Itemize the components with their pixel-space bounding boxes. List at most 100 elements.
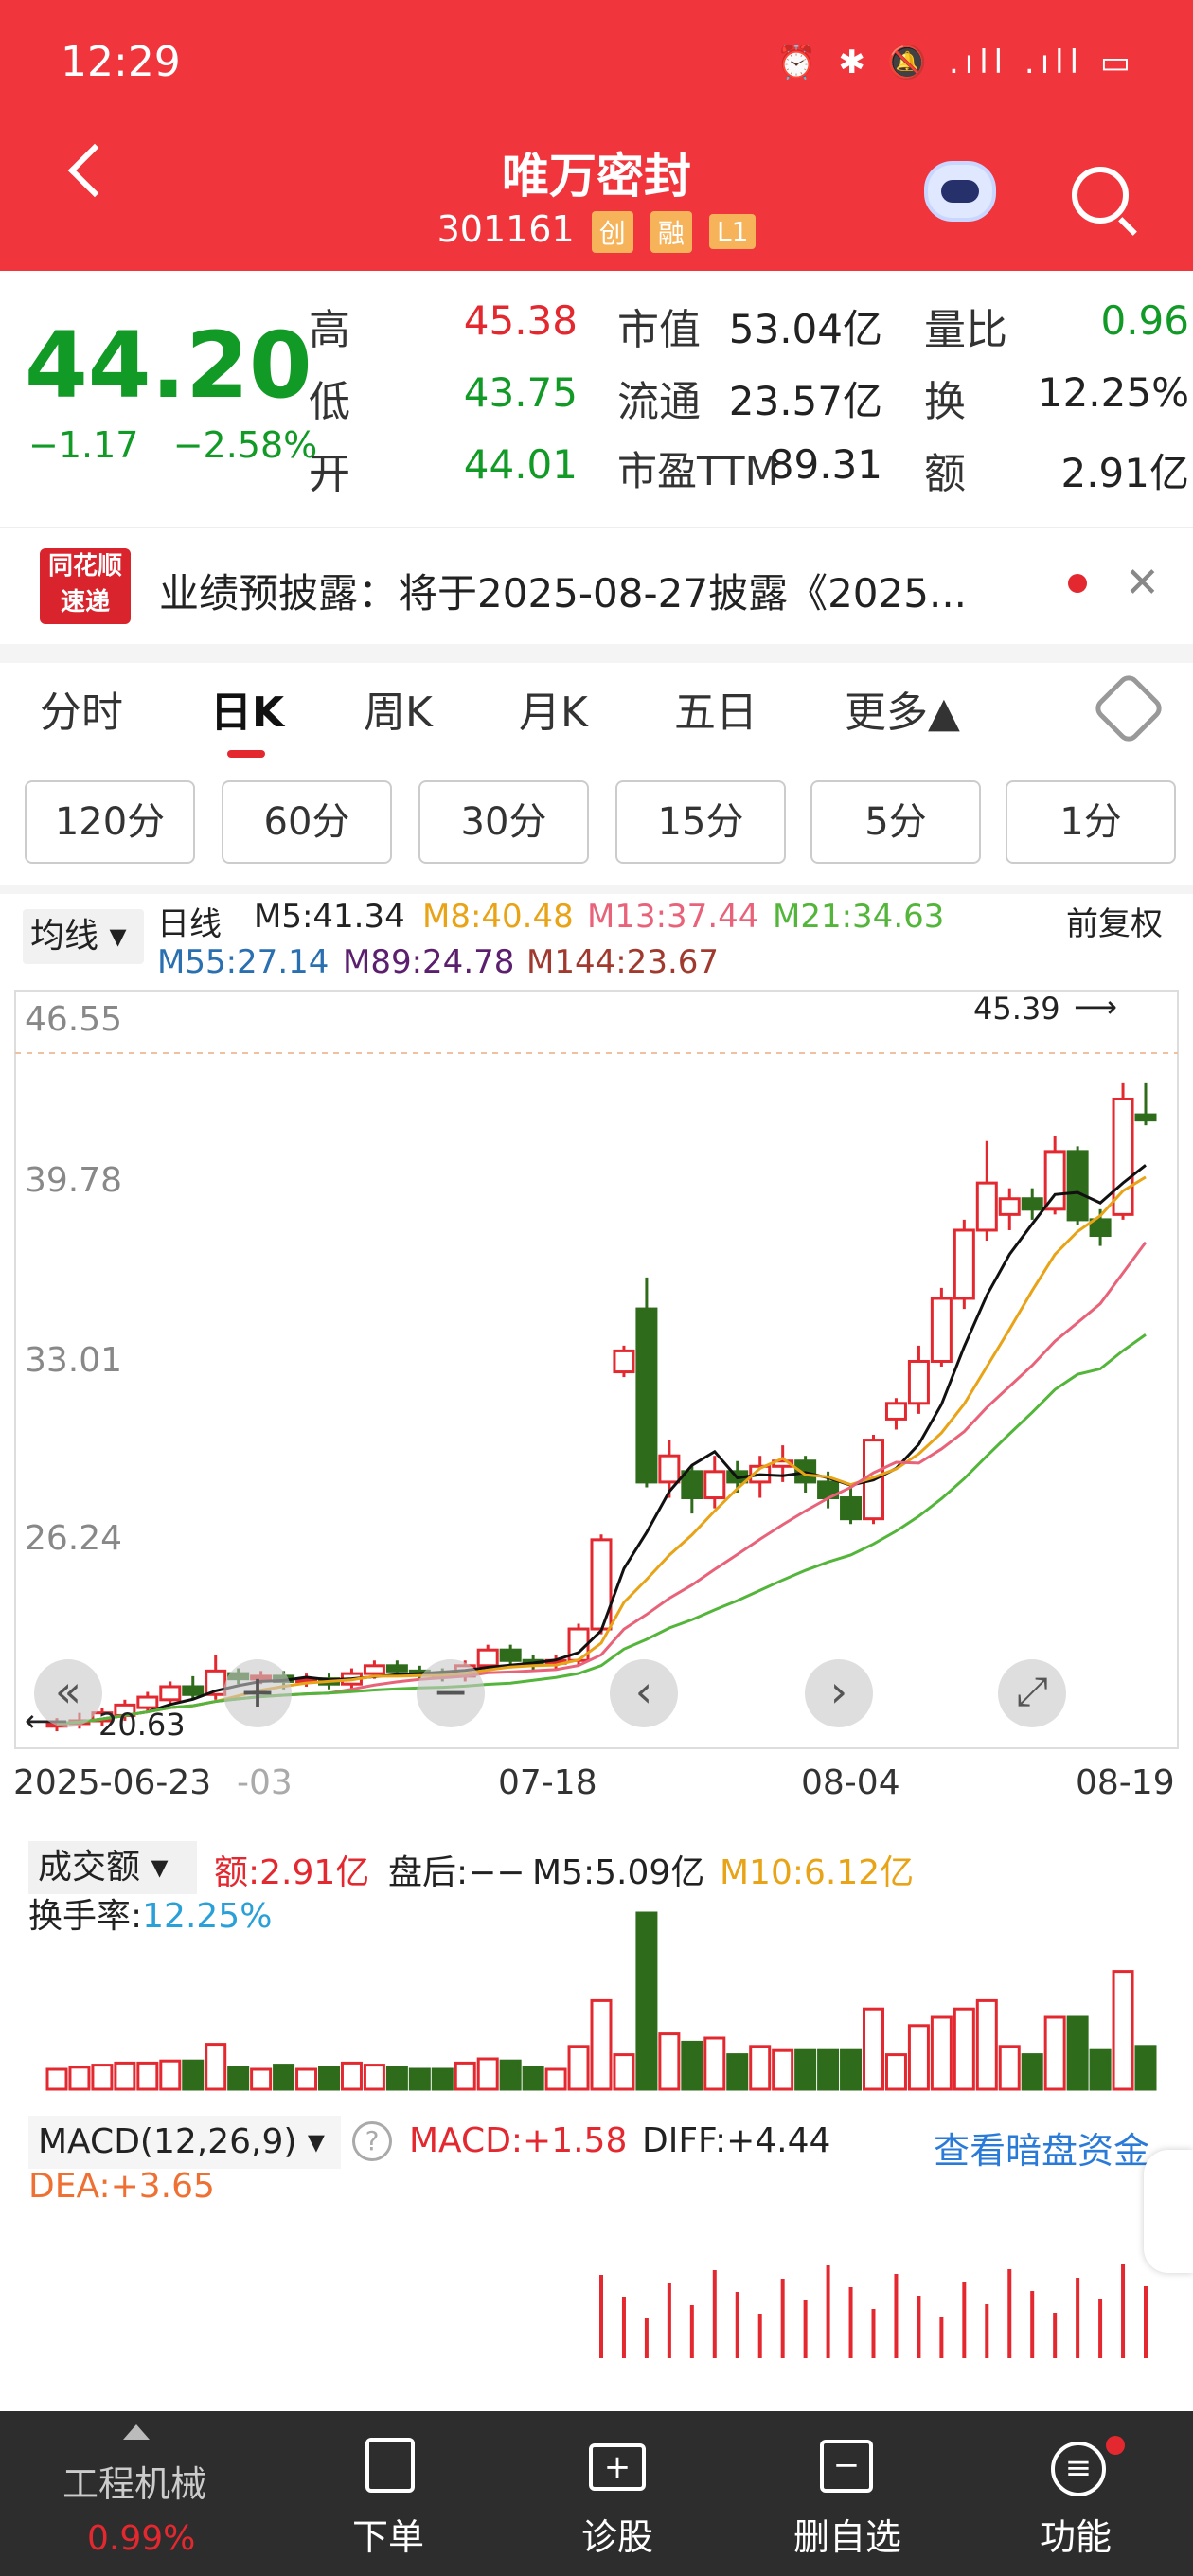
label-open: 开 bbox=[309, 450, 350, 498]
volume-bar bbox=[454, 2061, 476, 2091]
notice-text[interactable]: 业绩预披露：将于2025-08-27披露《2025... bbox=[159, 570, 968, 617]
y-tick-3: 33.01 bbox=[25, 1341, 123, 1380]
volume-bar bbox=[567, 2045, 590, 2091]
volume-bar bbox=[431, 2067, 454, 2091]
tab-more[interactable]: 更多▲ bbox=[845, 689, 960, 737]
volume-bar bbox=[1089, 2048, 1112, 2091]
volume-bar bbox=[772, 2048, 794, 2091]
settings-icon[interactable] bbox=[1091, 671, 1166, 746]
volume-amount: 额:2.91亿 bbox=[214, 1853, 370, 1892]
remove-watchlist-button[interactable]: 删自选 bbox=[793, 2516, 902, 2558]
tab-daily-k[interactable]: 日K bbox=[210, 689, 285, 737]
volume-bar bbox=[273, 2064, 295, 2091]
label-volume-ratio: 量比 bbox=[924, 306, 1007, 354]
value-float-cap: 23.57亿 bbox=[728, 378, 882, 424]
unread-dot bbox=[1068, 574, 1087, 593]
tab-monthly-k[interactable]: 月K bbox=[519, 689, 588, 737]
tag-rong: 融 bbox=[650, 210, 692, 253]
function-button[interactable]: 功能 bbox=[1040, 2516, 1113, 2558]
zoom-in-icon[interactable]: + bbox=[223, 1659, 292, 1727]
tab-intraday[interactable]: 分时 bbox=[40, 689, 123, 737]
volume-bar bbox=[295, 2067, 318, 2091]
dark-pool-link[interactable]: 查看暗盘资金 bbox=[934, 2130, 1150, 2172]
diagnose-icon[interactable]: + bbox=[589, 2443, 646, 2491]
volume-bar bbox=[975, 1998, 998, 2091]
candle-body bbox=[930, 1297, 953, 1363]
value-volume-ratio: 0.96 bbox=[1100, 297, 1189, 344]
scroll-left-icon[interactable]: « bbox=[34, 1659, 102, 1727]
date-tick-1: -03 bbox=[237, 1763, 293, 1802]
candle-body bbox=[363, 1664, 385, 1675]
volume-bar bbox=[658, 2032, 681, 2091]
volume-bar bbox=[476, 2057, 499, 2091]
zoom-out-icon[interactable]: − bbox=[417, 1659, 485, 1727]
period-30min[interactable]: 30分 bbox=[418, 780, 589, 864]
sector-name[interactable]: 工程机械 bbox=[62, 2463, 207, 2505]
label-turnover: 换 bbox=[924, 378, 966, 426]
volume-bar bbox=[953, 2007, 975, 2091]
ma-144: M144:23.67 bbox=[526, 943, 720, 981]
diff-value: DIFF:+4.44 bbox=[642, 2121, 831, 2160]
volume-select[interactable]: 成交额 ▾ bbox=[28, 1841, 197, 1894]
macd-select[interactable]: MACD(12,26,9) ▾ bbox=[28, 2116, 341, 2169]
label-pe: 市盈TTM bbox=[617, 448, 779, 494]
volume-bar bbox=[182, 2059, 205, 2091]
search-icon[interactable] bbox=[1072, 167, 1129, 224]
indicator-select[interactable]: 均线 ▾ bbox=[23, 909, 144, 964]
tag-chuang: 创 bbox=[591, 210, 633, 253]
volume-bar bbox=[340, 2061, 363, 2091]
value-turnover: 12.25% bbox=[1037, 369, 1189, 416]
expand-up-icon[interactable] bbox=[123, 2424, 150, 2440]
function-icon[interactable]: ≡ bbox=[1051, 2442, 1106, 2496]
volume-bar bbox=[1043, 2015, 1066, 2091]
fullscreen-icon[interactable]: ⤢ bbox=[998, 1659, 1066, 1727]
period-5min[interactable]: 5分 bbox=[810, 780, 981, 864]
volume-bar bbox=[907, 2024, 930, 2091]
ma-line bbox=[56, 1175, 1147, 1726]
period-15min[interactable]: 15分 bbox=[615, 780, 786, 864]
close-icon[interactable]: ✕ bbox=[1125, 559, 1160, 607]
label-market-cap: 市值 bbox=[617, 306, 701, 354]
volume-bar bbox=[681, 2040, 703, 2091]
separator bbox=[0, 644, 1193, 663]
prev-icon[interactable]: ‹ bbox=[610, 1659, 678, 1727]
ma-5: M5:41.34 bbox=[254, 898, 405, 936]
period-1min[interactable]: 1分 bbox=[1006, 780, 1176, 864]
y-tick-4: 26.24 bbox=[25, 1519, 123, 1558]
tag-l1: L1 bbox=[708, 214, 757, 249]
help-icon[interactable]: ? bbox=[352, 2121, 392, 2161]
diagnose-button[interactable]: 诊股 bbox=[581, 2516, 654, 2558]
order-button[interactable]: 下单 bbox=[352, 2516, 425, 2558]
current-price: 44.20 bbox=[25, 313, 312, 419]
stock-code: 301161 bbox=[436, 208, 575, 250]
volume-bar bbox=[703, 2036, 726, 2091]
candle-body bbox=[1134, 1113, 1157, 1122]
tab-weekly-k[interactable]: 周K bbox=[364, 689, 433, 737]
period-120min[interactable]: 120分 bbox=[25, 780, 195, 864]
volume-bar bbox=[726, 2053, 749, 2091]
volume-bar bbox=[522, 2066, 544, 2091]
separator bbox=[0, 885, 1193, 894]
high-label: 45.39 bbox=[973, 991, 1060, 1027]
logo-bottom: 速递 bbox=[60, 588, 110, 617]
high-arrow-icon: ⟶ bbox=[1074, 989, 1117, 1025]
next-icon[interactable]: › bbox=[805, 1659, 873, 1727]
tab-five-day[interactable]: 五日 bbox=[674, 689, 757, 737]
volume-bar bbox=[817, 2048, 840, 2091]
volume-bar bbox=[385, 2066, 408, 2091]
change-percent: −2.58% bbox=[172, 424, 318, 466]
period-60min[interactable]: 60分 bbox=[222, 780, 392, 864]
order-icon[interactable] bbox=[365, 2438, 415, 2493]
candle-body bbox=[1089, 1218, 1112, 1238]
volume-bar bbox=[91, 2064, 114, 2091]
ma-8: M8:40.48 bbox=[422, 898, 574, 936]
ma-label: 日线 bbox=[157, 905, 222, 943]
robot-assistant-icon[interactable] bbox=[924, 161, 996, 222]
floating-menu-handle[interactable] bbox=[1144, 2150, 1193, 2273]
macd-value: MACD:+1.58 bbox=[409, 2121, 628, 2160]
status-icons: ⏰ ✱ 🔕 .ıll .ıll ▭ bbox=[776, 44, 1136, 81]
remove-watchlist-icon[interactable]: − bbox=[820, 2440, 873, 2493]
notice-bar[interactable]: 同花顺 速递 业绩预披露：将于2025-08-27披露《2025... bbox=[0, 527, 1193, 644]
active-tab-indicator bbox=[227, 750, 265, 758]
adjust-mode[interactable]: 前复权 bbox=[1066, 905, 1163, 943]
